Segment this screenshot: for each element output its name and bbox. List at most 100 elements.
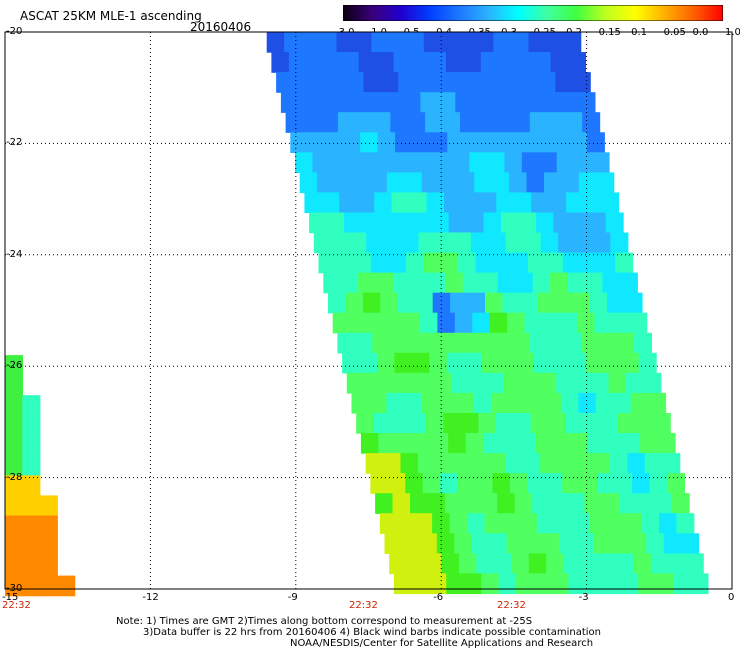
swath-cell [434,152,453,173]
swath-cell [380,292,399,314]
swath-cell [525,92,544,113]
swath-cell [337,332,356,354]
swath-cell [549,493,568,514]
swath-cell [615,252,634,274]
swath-cell [365,453,384,474]
swath-cell [5,355,23,376]
swath-cell [22,415,41,436]
swath-cell [591,372,610,394]
swath-cell [473,392,492,414]
swath-cell [509,473,528,494]
swath-cell [521,152,540,173]
swath-cell [496,192,515,214]
swath-cell [508,392,527,414]
swath-cell [5,555,23,577]
swath-cell [531,192,550,214]
swath-cell [356,192,375,214]
swath-cell [553,212,572,234]
swath-cell [583,192,602,214]
swath-cell [432,513,451,534]
swath-cell [505,453,524,474]
swath-cell [560,392,579,414]
swath-cell [418,232,437,254]
swath-cell [568,573,587,595]
swath-cell [361,212,380,234]
swath-cell [424,332,443,354]
swath-cell [520,72,539,93]
x-tick-label: 0 [728,592,735,603]
swath-cell [574,152,593,173]
swath-cell [276,72,295,93]
swath-cell [372,332,391,354]
swath-cell [429,352,448,374]
swath-cell [39,555,58,577]
swath-cell [593,232,611,254]
swath-cell [377,132,396,153]
swath-cell [463,52,482,73]
swath-cell [485,72,504,93]
colorbar-gradient [343,5,723,21]
swath-cell [507,312,526,334]
swath-cell [444,192,462,214]
swath-cell [22,435,41,456]
swath-cell [517,132,536,153]
swath-cell [329,152,348,173]
swath-cell [610,232,629,254]
swath-cell [578,172,597,194]
swath-cell [358,272,377,294]
swath-cell [568,52,586,73]
swath-cell [464,132,483,153]
swath-cell [412,132,431,153]
swath-cell [395,132,413,153]
swath-cell [478,192,497,214]
swath-cell [681,533,700,554]
swath-cell [5,395,23,416]
swath-cell [582,112,601,133]
swath-cell [459,332,478,354]
swath-cell [494,112,513,133]
swath-cell [569,132,588,153]
y-tick-label: -20 [6,26,23,37]
swath-cell [547,112,566,133]
swath-cell [592,453,611,474]
swath-cell [460,413,479,434]
swath-cell [414,513,433,534]
swath-cell [358,52,377,73]
swath-cell [667,473,685,494]
swath-cell [578,392,597,414]
swath-cell [621,352,640,374]
swath-cell [542,92,561,113]
swath-cell [602,272,621,294]
swath-cell [380,72,399,93]
swath-cell [476,553,495,575]
swath-cell [367,312,386,334]
swath-cell [655,573,674,595]
swath-cell [351,392,370,414]
swath-cell [371,32,390,53]
swath-cell [559,533,577,554]
swath-cell [441,553,460,575]
swath-cell [336,252,354,274]
swath-cell [304,192,323,214]
swath-cell [489,533,508,554]
swath-cell [390,112,409,133]
swath-cell [301,32,320,53]
swath-cell [546,553,565,575]
swath-cell [411,352,430,374]
colorbar [343,5,723,21]
swath-cell [403,92,421,113]
swath-cell [537,292,556,314]
swath-cell [580,252,599,274]
swath-cell [323,272,342,294]
swath-cell [290,132,309,153]
swath-cell [328,292,346,314]
swath-cell [389,332,408,354]
swath-cell [435,453,454,474]
swath-cell [554,513,573,534]
swath-cell [567,272,586,294]
swath-cell [480,272,499,294]
swath-cell [601,493,620,514]
swath-cell [408,413,427,434]
swath-cell [317,172,336,194]
swath-cell [511,32,529,53]
